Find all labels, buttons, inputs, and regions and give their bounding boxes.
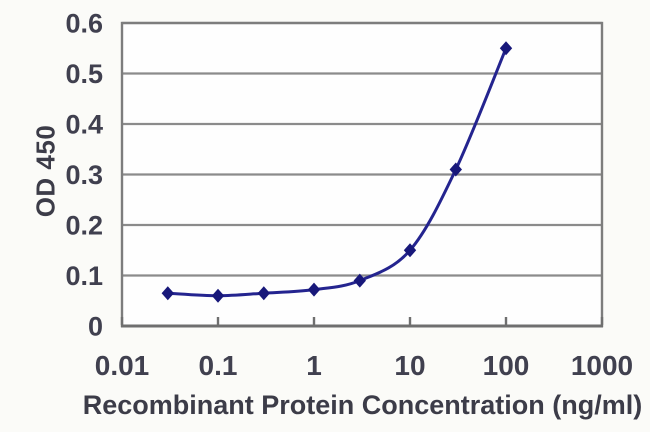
x-tick-label: 100 xyxy=(483,350,530,381)
y-tick-label: 0.4 xyxy=(65,110,103,140)
x-tick-label: 1000 xyxy=(571,350,633,381)
data-point-marker xyxy=(211,288,225,303)
data-point-marker xyxy=(499,41,513,56)
data-point-marker xyxy=(307,282,321,297)
x-tick-label: 10 xyxy=(394,350,425,381)
y-tick-label: 0.5 xyxy=(65,59,103,89)
x-tick-label: 0.1 xyxy=(199,350,238,381)
y-tick-label: 0 xyxy=(88,312,103,342)
y-axis-title: OD 450 xyxy=(30,124,61,218)
data-point-marker xyxy=(403,243,417,258)
x-axis-title: Recombinant Protein Concentration (ng/ml… xyxy=(82,390,643,420)
y-tick-label: 0.1 xyxy=(65,261,103,291)
x-tick-label: 0.01 xyxy=(95,350,150,381)
y-tick-label: 0.3 xyxy=(65,160,103,190)
data-point-marker xyxy=(161,286,174,301)
data-point-marker xyxy=(257,286,270,301)
y-tick-label: 0.6 xyxy=(65,9,103,39)
y-tick-label: 0.2 xyxy=(65,211,103,241)
data-point-marker xyxy=(353,273,366,288)
x-tick-label: 1 xyxy=(306,350,322,381)
data-point-marker xyxy=(449,162,462,177)
